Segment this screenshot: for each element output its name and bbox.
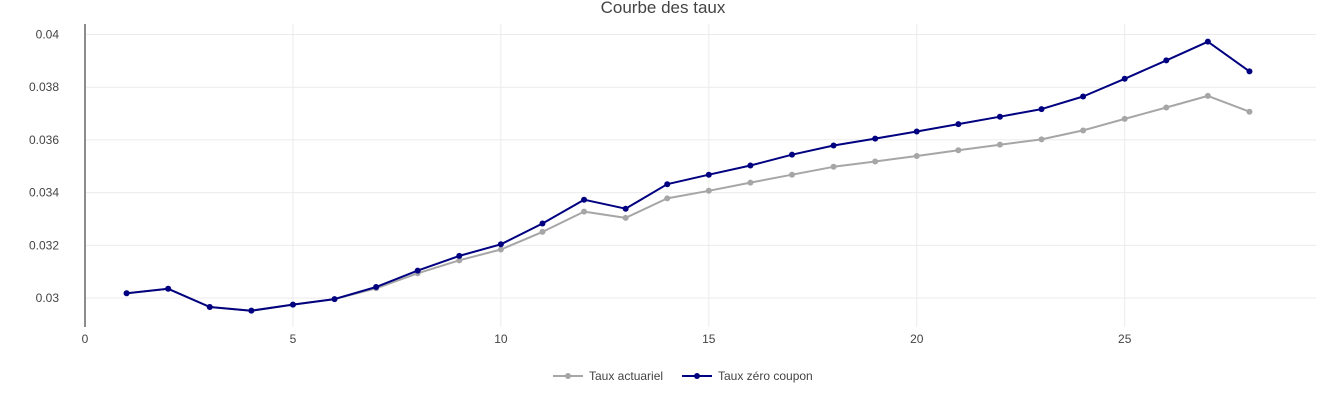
data-point-taux-zero-coupon[interactable]	[1204, 38, 1211, 45]
data-point-taux-zero-coupon[interactable]	[955, 121, 962, 128]
series-lines	[123, 38, 1253, 314]
data-point-taux-actuariel[interactable]	[1080, 127, 1087, 134]
data-point-taux-zero-coupon[interactable]	[373, 283, 380, 290]
data-point-taux-zero-coupon[interactable]	[165, 285, 172, 292]
y-tick-label: 0.032	[29, 238, 59, 252]
legend-marker-taux-zero-coupon	[694, 373, 700, 379]
data-point-taux-zero-coupon[interactable]	[331, 296, 338, 303]
y-tick-label: 0.04	[36, 28, 60, 42]
series-line-taux-zero-coupon	[126, 40, 1251, 312]
data-point-taux-zero-coupon[interactable]	[123, 290, 130, 297]
data-point-taux-zero-coupon[interactable]	[289, 301, 296, 308]
data-point-taux-actuariel[interactable]	[1246, 108, 1253, 115]
y-tick-label: 0.038	[29, 80, 59, 94]
data-point-taux-actuariel[interactable]	[622, 214, 629, 221]
data-point-taux-actuariel[interactable]	[1163, 104, 1170, 111]
x-tick-labels: 0 5 10 15 20 25	[82, 332, 1132, 346]
data-point-taux-zero-coupon[interactable]	[206, 303, 213, 310]
x-tick-label: 10	[494, 332, 508, 346]
data-point-taux-actuariel[interactable]	[456, 257, 463, 264]
data-point-taux-zero-coupon[interactable]	[747, 162, 754, 169]
data-point-taux-actuariel[interactable]	[1204, 92, 1211, 99]
data-point-taux-actuariel[interactable]	[581, 208, 588, 215]
data-point-taux-zero-coupon[interactable]	[913, 128, 920, 135]
legend-item-taux-zero-coupon[interactable]: Taux zéro coupon	[682, 369, 813, 383]
data-point-taux-actuariel[interactable]	[705, 187, 712, 194]
data-point-taux-actuariel[interactable]	[1038, 136, 1045, 143]
data-point-taux-zero-coupon[interactable]	[1246, 68, 1253, 75]
y-tick-labels: 0.03 0.032 0.034 0.036 0.038 0.04	[29, 28, 59, 305]
data-point-taux-zero-coupon[interactable]	[1163, 57, 1170, 64]
data-point-taux-actuariel[interactable]	[539, 228, 546, 235]
legend-marker-taux-actuariel	[565, 373, 571, 379]
data-point-taux-zero-coupon[interactable]	[872, 135, 879, 142]
data-point-taux-actuariel[interactable]	[788, 171, 795, 178]
data-point-taux-zero-coupon[interactable]	[664, 181, 671, 188]
data-point-taux-actuariel[interactable]	[830, 163, 837, 170]
data-point-taux-zero-coupon[interactable]	[705, 171, 712, 178]
chart-title: Courbe des taux	[601, 0, 726, 17]
legend-item-taux-actuariel[interactable]: Taux actuariel	[553, 369, 663, 383]
data-point-taux-actuariel[interactable]	[664, 195, 671, 202]
data-point-taux-zero-coupon[interactable]	[830, 142, 837, 149]
data-point-taux-actuariel[interactable]	[1121, 115, 1128, 122]
y-tick-label: 0.036	[29, 133, 59, 147]
data-point-taux-actuariel[interactable]	[913, 153, 920, 160]
data-point-taux-actuariel[interactable]	[747, 179, 754, 186]
series-line-taux-actuariel	[126, 94, 1250, 312]
data-point-taux-zero-coupon[interactable]	[788, 151, 795, 158]
data-point-taux-actuariel[interactable]	[955, 147, 962, 154]
data-point-taux-zero-coupon[interactable]	[456, 252, 463, 259]
grid-lines	[85, 24, 1316, 327]
y-tick-label: 0.034	[29, 186, 59, 200]
legend-label-taux-actuariel: Taux actuariel	[589, 369, 663, 383]
legend[interactable]: Taux actuariel Taux zéro coupon	[553, 369, 813, 383]
data-point-taux-actuariel[interactable]	[872, 158, 879, 165]
data-point-taux-zero-coupon[interactable]	[414, 267, 421, 274]
data-point-taux-zero-coupon[interactable]	[581, 196, 588, 203]
series-taux-zero-coupon	[123, 38, 1253, 314]
data-point-taux-zero-coupon[interactable]	[996, 113, 1003, 120]
data-point-taux-zero-coupon[interactable]	[248, 307, 255, 314]
x-tick-label: 25	[1118, 332, 1132, 346]
data-point-taux-zero-coupon[interactable]	[1121, 75, 1128, 82]
y-tick-label: 0.03	[36, 291, 60, 305]
data-point-taux-actuariel[interactable]	[497, 246, 504, 253]
data-point-taux-zero-coupon[interactable]	[622, 205, 629, 212]
data-point-taux-actuariel[interactable]	[996, 141, 1003, 148]
x-tick-label: 15	[702, 332, 716, 346]
data-point-taux-zero-coupon[interactable]	[1038, 106, 1045, 113]
legend-label-taux-zero-coupon: Taux zéro coupon	[718, 369, 813, 383]
data-point-taux-zero-coupon[interactable]	[497, 241, 504, 248]
x-tick-label: 0	[82, 332, 89, 346]
data-point-taux-zero-coupon[interactable]	[539, 220, 546, 227]
data-point-taux-zero-coupon[interactable]	[1080, 93, 1087, 100]
x-tick-label: 20	[910, 332, 924, 346]
x-tick-label: 5	[290, 332, 297, 346]
